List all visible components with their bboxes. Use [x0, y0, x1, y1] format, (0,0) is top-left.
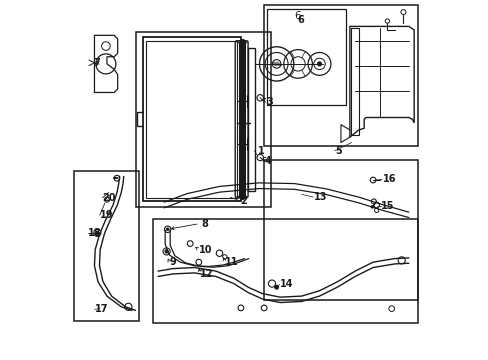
Text: 11: 11: [224, 257, 238, 267]
Text: 7: 7: [94, 58, 101, 68]
Circle shape: [274, 285, 278, 289]
Text: 6: 6: [293, 11, 300, 21]
Text: 10: 10: [198, 245, 212, 255]
Bar: [146, 41, 237, 198]
Text: 15: 15: [381, 201, 394, 211]
Circle shape: [317, 62, 321, 66]
Bar: [153, 219, 417, 323]
Text: 19: 19: [100, 210, 113, 220]
Text: 5: 5: [335, 146, 342, 156]
Bar: [264, 160, 417, 300]
Text: 3: 3: [265, 97, 272, 107]
Text: 8: 8: [201, 219, 207, 229]
Text: 14: 14: [280, 279, 293, 289]
Bar: [74, 171, 139, 321]
Text: 4: 4: [264, 157, 271, 166]
Bar: [264, 5, 417, 146]
Circle shape: [166, 228, 169, 231]
Circle shape: [370, 205, 373, 208]
Text: 18: 18: [88, 228, 102, 238]
Bar: [142, 37, 241, 202]
Text: 12: 12: [200, 269, 213, 279]
Text: 1: 1: [257, 146, 264, 156]
Text: 2: 2: [240, 196, 246, 206]
Text: 20: 20: [102, 193, 116, 203]
Circle shape: [95, 231, 99, 235]
Text: 6: 6: [297, 15, 304, 25]
Text: 9: 9: [169, 257, 176, 267]
Text: 13: 13: [313, 192, 327, 202]
Circle shape: [164, 249, 168, 253]
Bar: [135, 32, 271, 207]
Text: 16: 16: [382, 174, 396, 184]
Bar: [350, 28, 358, 135]
Bar: [266, 9, 346, 105]
Text: 17: 17: [95, 304, 108, 314]
Bar: [248, 48, 254, 191]
